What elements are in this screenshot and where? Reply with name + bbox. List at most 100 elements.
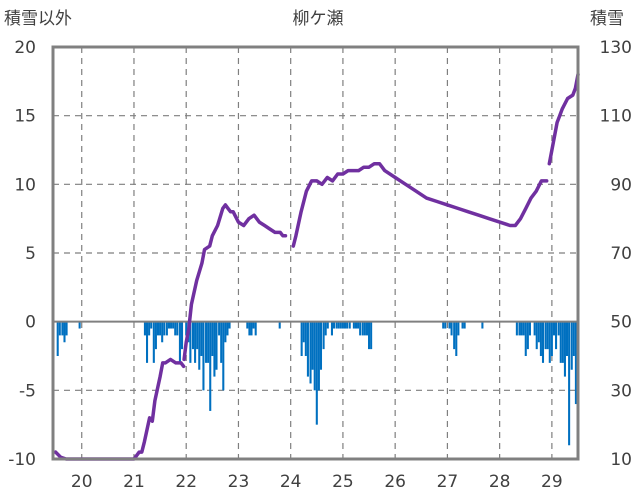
bar: [557, 321, 560, 336]
bar: [537, 321, 540, 343]
bar: [528, 321, 531, 336]
plot-frame: [51, 45, 580, 461]
bar: [481, 321, 484, 329]
bar: [191, 321, 195, 350]
left-tick-labels: -10 -5 0 5 10 15 20: [8, 38, 36, 470]
bar: [154, 321, 157, 350]
bar: [561, 321, 564, 363]
right-tick-label: 10: [610, 450, 632, 470]
bar: [176, 321, 179, 336]
bar: [205, 321, 208, 363]
bar: [352, 321, 355, 329]
bar: [248, 321, 251, 336]
bar: [572, 321, 575, 356]
bar: [61, 321, 64, 336]
bar: [457, 321, 460, 336]
left-tick-label: -5: [19, 381, 36, 401]
bar: [341, 321, 344, 329]
snow-depth-line-segment: [182, 203, 288, 362]
x-tick-labels: 20 21 22 23 24 25 26 27 28 29: [71, 472, 563, 492]
bar: [330, 321, 333, 336]
bar: [226, 321, 229, 336]
bar: [172, 321, 175, 329]
bar: [442, 321, 445, 329]
snow-depth-line-segment: [547, 72, 580, 166]
bar: [574, 321, 577, 405]
bar: [565, 321, 569, 356]
bar: [357, 321, 360, 329]
left-tick-label: 20: [14, 38, 36, 58]
bar: [453, 321, 456, 350]
bar: [317, 321, 320, 391]
bar: [333, 321, 336, 329]
bar: [444, 321, 447, 329]
bar: [533, 321, 536, 336]
bar: [461, 321, 464, 329]
bar: [163, 321, 166, 336]
bar: [361, 321, 364, 336]
bar: [524, 321, 527, 356]
bar: [337, 321, 340, 329]
bar: [178, 321, 181, 363]
bar: [252, 321, 255, 329]
x-tick-label: 24: [280, 472, 302, 492]
bar: [365, 321, 368, 336]
bar: [58, 321, 61, 336]
bar: [165, 321, 168, 336]
bar: [550, 321, 553, 356]
bar: [326, 321, 329, 329]
right-tick-label: 130: [600, 38, 632, 58]
snow-depth-line-segment: [53, 357, 186, 461]
bar: [215, 321, 218, 370]
bar: [309, 321, 312, 384]
bar: [522, 321, 525, 336]
x-tick-label: 23: [228, 472, 250, 492]
bar: [548, 321, 551, 363]
bar: [450, 321, 453, 336]
bar: [515, 321, 518, 336]
bar: [539, 321, 542, 356]
bar: [541, 321, 545, 363]
bar: [304, 321, 307, 356]
bar: [194, 321, 197, 363]
bar: [159, 321, 162, 336]
gridlines: [53, 47, 578, 459]
bar: [544, 321, 547, 350]
bar: [526, 321, 529, 350]
bar: [198, 321, 201, 370]
bar: [368, 321, 371, 350]
right-tick-label: 30: [610, 381, 632, 401]
left-tick-label: 15: [14, 107, 36, 127]
bar: [354, 321, 358, 329]
bar: [207, 321, 210, 363]
bar: [313, 321, 316, 391]
bar: [315, 321, 318, 425]
left-tick-label: 5: [25, 244, 36, 264]
bar-series: [56, 321, 577, 446]
bar: [448, 321, 451, 329]
bar: [324, 321, 327, 336]
bar: [568, 321, 571, 446]
bar: [200, 321, 203, 356]
bar: [65, 321, 68, 336]
bar: [211, 321, 214, 356]
snow-depth-line-segment: [291, 161, 549, 248]
bar: [552, 321, 556, 336]
bar: [202, 321, 205, 391]
bar: [63, 321, 66, 343]
bar: [278, 321, 281, 329]
bar: [570, 321, 573, 370]
bar: [546, 321, 549, 350]
left-tick-label: 10: [14, 175, 36, 195]
bar: [518, 321, 521, 336]
bar: [559, 321, 562, 363]
bar: [311, 321, 314, 370]
bar: [555, 321, 558, 350]
bar: [306, 321, 309, 377]
x-tick-label: 26: [384, 472, 406, 492]
bar: [520, 321, 523, 336]
bar: [250, 321, 253, 336]
right-tick-label: 50: [610, 313, 632, 333]
bar: [78, 321, 81, 329]
